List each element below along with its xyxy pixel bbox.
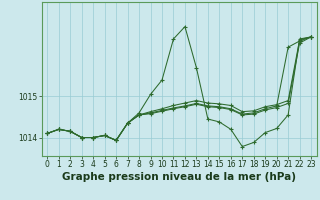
X-axis label: Graphe pression niveau de la mer (hPa): Graphe pression niveau de la mer (hPa) <box>62 172 296 182</box>
